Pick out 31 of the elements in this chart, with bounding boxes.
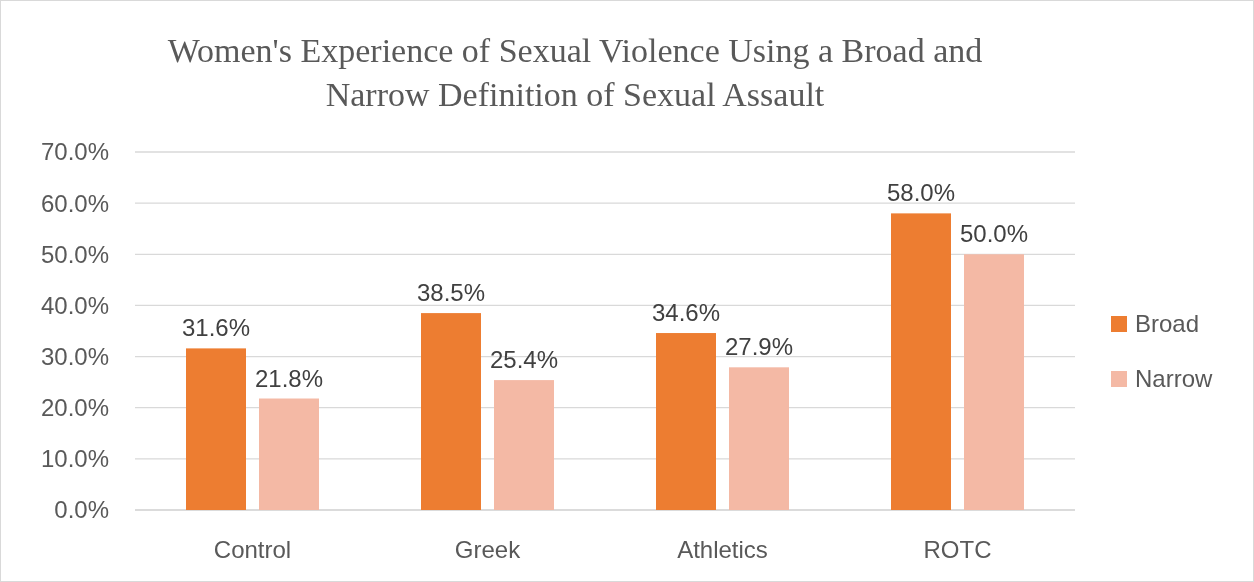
data-label: 27.9%	[724, 333, 794, 361]
bar	[421, 313, 481, 510]
y-tick-label: 30.0%	[40, 342, 109, 370]
y-tick-label: 70.0%	[40, 138, 109, 166]
bar	[656, 333, 716, 510]
bar	[494, 380, 554, 510]
data-label: 31.6%	[181, 314, 251, 342]
y-tick-label: 40.0%	[40, 291, 109, 319]
x-tick-label: Greek	[454, 536, 522, 563]
y-tick-label: 0.0%	[54, 496, 109, 524]
data-label: 38.5%	[416, 279, 486, 307]
y-tick-label: 20.0%	[40, 394, 109, 422]
data-label: 21.8%	[254, 364, 324, 392]
y-tick-label: 50.0%	[40, 240, 109, 268]
data-label: 34.6%	[651, 299, 721, 327]
legend-label: Narrow	[1135, 365, 1214, 393]
bar	[259, 398, 319, 510]
data-label: 25.4%	[489, 346, 559, 374]
x-tick-label: ROTC	[923, 536, 992, 563]
x-tick-label: Athletics	[677, 536, 768, 563]
bar	[186, 348, 246, 510]
y-tick-label: 10.0%	[40, 445, 109, 473]
x-tick-label: Control	[213, 536, 292, 563]
bar	[964, 254, 1024, 510]
chart-title: Women's Experience of Sexual Violence Using a Broad and Narrow Definition of Sexual Assault	[167, 32, 983, 113]
y-tick-label: 60.0%	[40, 189, 109, 217]
bar	[891, 213, 951, 510]
data-label: 50.0%	[959, 220, 1029, 248]
legend-label: Broad	[1135, 310, 1200, 338]
bar	[729, 367, 789, 510]
data-label: 58.0%	[886, 179, 956, 207]
